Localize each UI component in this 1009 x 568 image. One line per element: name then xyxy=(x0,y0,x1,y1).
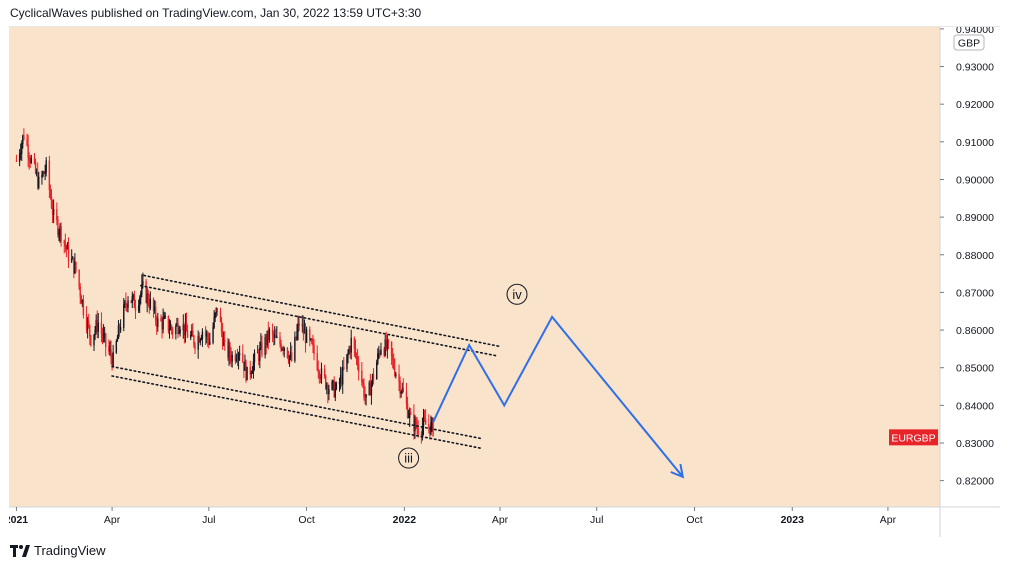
publish-attribution: CyclicalWaves published on TradingView.c… xyxy=(10,6,422,20)
price-tick-label: 0.91000 xyxy=(956,137,994,149)
wave-labels: iii iv xyxy=(398,283,528,469)
price-tick-label: 0.94000 xyxy=(956,27,994,36)
price-tick-label: 0.82000 xyxy=(956,476,994,488)
price-tick-label: 0.88000 xyxy=(956,250,994,262)
wave-label-text: iii xyxy=(404,451,413,466)
wave-label-circle xyxy=(398,447,420,469)
time-axis[interactable]: 2021 Apr Jul Oct 2022 Apr Jul Oct 2023 Apr xyxy=(5,507,897,526)
currency-badge-text: GBP xyxy=(958,38,980,50)
wave-label-circle xyxy=(506,283,528,305)
time-tick-label: Apr xyxy=(492,514,509,526)
price-tick-label: 0.83000 xyxy=(956,438,994,450)
currency-badge-box xyxy=(953,34,985,51)
time-tick-label: 2022 xyxy=(393,514,417,526)
symbol-badge-box xyxy=(889,429,938,446)
channel-line-lower-inner xyxy=(111,365,484,440)
candles-layer xyxy=(15,128,434,444)
symbol-badge-text: EURGBP xyxy=(891,432,935,444)
currency-badge: GBP xyxy=(953,34,985,51)
projection-arrowhead xyxy=(670,463,685,479)
time-tick-label: Apr xyxy=(880,514,897,526)
time-tick-label: Oct xyxy=(686,514,702,526)
channel-line-lower-outer xyxy=(111,375,484,450)
price-tick-label: 0.84000 xyxy=(956,400,994,412)
time-tick-label: Apr xyxy=(104,514,121,526)
elliott-wave-projection xyxy=(432,315,684,478)
price-tick-label: 0.85000 xyxy=(956,363,994,375)
price-tick-label: 0.90000 xyxy=(956,174,994,186)
tradingview-logo-icon xyxy=(10,544,30,557)
time-tick-label: Jul xyxy=(202,514,215,526)
price-tick-label: 0.92000 xyxy=(956,99,994,111)
wave-label-text: iv xyxy=(512,287,522,302)
time-tick-label: 2023 xyxy=(781,514,805,526)
chart-area[interactable]: iii iv 0.94000 0.93000 0.92000 0.91000 0.9000… xyxy=(5,24,1000,537)
price-tick-label: 0.86000 xyxy=(956,325,994,337)
price-tick-label: 0.89000 xyxy=(956,212,994,224)
price-tick-label: 0.87000 xyxy=(956,287,994,299)
channel-line-upper-outer xyxy=(143,274,500,348)
time-tick-label: 2021 xyxy=(9,514,28,526)
channel-line-upper-inner xyxy=(139,284,499,357)
channel-lines xyxy=(111,274,500,450)
price-tick-label: 0.93000 xyxy=(956,62,994,74)
price-chart[interactable]: iii iv 0.94000 0.93000 0.92000 0.91000 0.9000… xyxy=(5,24,1000,537)
footer-branding: TradingView xyxy=(10,543,106,558)
plot-background xyxy=(9,27,940,507)
brand-name: TradingView xyxy=(34,543,106,558)
time-tick-label: Jul xyxy=(590,514,603,526)
symbol-price-badge: EURGBP xyxy=(889,429,938,446)
price-axis[interactable]: 0.94000 0.93000 0.92000 0.91000 0.90000 0.890… xyxy=(940,24,994,488)
time-tick-label: Oct xyxy=(298,514,314,526)
